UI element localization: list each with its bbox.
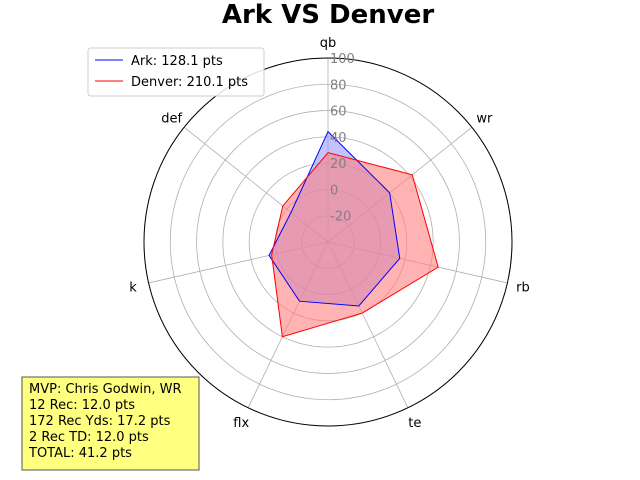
radar-series <box>268 130 439 338</box>
radial-tick-label: 60 <box>330 105 347 120</box>
mvp-box-background <box>21 376 200 471</box>
legend-box <box>87 47 265 97</box>
series-line-0 <box>268 130 401 307</box>
mvp-line-1: 12 Rec: 12.0 pts <box>29 398 135 413</box>
axis-label-te: te <box>408 416 421 431</box>
axis-label-flx: flx <box>233 416 249 431</box>
mvp-line-3: 2 Rec TD: 12.0 pts <box>29 430 149 445</box>
axis-label-def: def <box>161 111 182 126</box>
radial-tick-label: 80 <box>330 78 347 93</box>
radial-tick-label: 20 <box>330 157 347 172</box>
axis-label-qb: qb <box>320 36 337 51</box>
mvp-line-2: 172 Rec Yds: 17.2 pts <box>29 414 171 429</box>
axis-labels: qb wr rb te flx k def <box>129 36 530 431</box>
axis-label-wr: wr <box>476 111 493 126</box>
radial-tick-label: 40 <box>330 131 347 146</box>
radial-tick-label: 0 <box>330 183 338 198</box>
series-fill-1 <box>271 152 439 337</box>
radial-tick-label: 100 <box>330 52 355 67</box>
radial-tick-label: -20 <box>330 210 351 225</box>
legend-entry-0: Ark: 128.1 pts <box>131 54 223 69</box>
axis-label-k: k <box>129 281 137 296</box>
chart-title: Ark VS Denver <box>222 0 434 30</box>
legend-entry-1: Denver: 210.1 pts <box>131 75 248 90</box>
series-line-1 <box>271 152 439 338</box>
axis-label-rb: rb <box>516 281 530 296</box>
polar-frame <box>143 57 513 427</box>
mvp-line-0: MVP: Chris Godwin, WR <box>29 382 182 397</box>
mvp-line-4: TOTAL: 41.2 pts <box>28 446 132 461</box>
radial-tick-labels: -20 0 20 40 60 80 100 <box>330 52 355 225</box>
legend: Ark: 128.1 pts Denver: 210.1 pts <box>87 47 265 97</box>
